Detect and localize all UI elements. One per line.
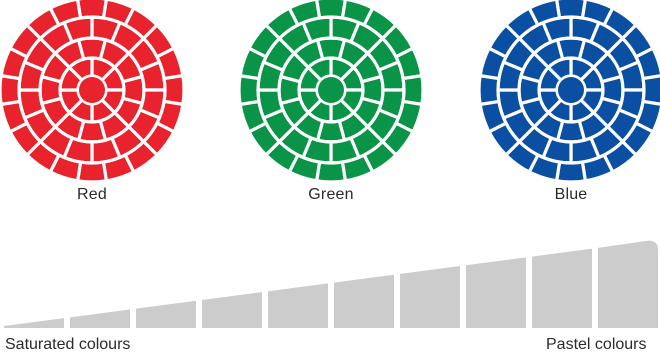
wheel-label-red: Red bbox=[77, 186, 107, 203]
wheel-tile bbox=[555, 160, 587, 184]
colour-wheel-red bbox=[0, 0, 186, 184]
wheel-tile bbox=[76, 160, 108, 184]
pastel-colours-label: Pastel colours bbox=[546, 336, 647, 353]
scale-segment bbox=[202, 292, 262, 328]
colour-wheel-blue bbox=[477, 0, 660, 184]
wheel-center bbox=[558, 77, 584, 103]
wheel-tile bbox=[162, 74, 186, 106]
scale-segment bbox=[334, 274, 394, 328]
wheel-tile bbox=[0, 74, 22, 106]
wheel-tile bbox=[401, 74, 425, 106]
wheel-center bbox=[79, 77, 105, 103]
wheel-tile bbox=[315, 36, 347, 61]
scale-segment bbox=[4, 318, 64, 328]
wheel-tile bbox=[76, 0, 108, 20]
wheel-tile bbox=[315, 0, 347, 20]
scale-segment bbox=[136, 300, 196, 328]
scale-segment bbox=[70, 309, 130, 328]
scale-segment bbox=[268, 283, 328, 328]
wheel-center bbox=[318, 77, 344, 103]
wheel-tile bbox=[237, 74, 261, 106]
wheel-tile bbox=[315, 160, 347, 184]
scale-segment bbox=[466, 257, 526, 328]
wheel-label-green: Green bbox=[308, 186, 354, 203]
saturation-scale bbox=[4, 240, 658, 328]
scale-segment bbox=[400, 266, 460, 328]
scale-segment bbox=[532, 248, 592, 328]
wheel-label-blue: Blue bbox=[554, 186, 588, 203]
scale-segment bbox=[598, 240, 658, 328]
saturated-colours-label: Saturated colours bbox=[5, 336, 131, 353]
wheel-tile bbox=[76, 36, 108, 61]
colour-wheel-green bbox=[237, 0, 425, 184]
wheel-tile bbox=[555, 0, 587, 20]
wheel-tile bbox=[477, 74, 501, 106]
wheel-tile bbox=[641, 74, 660, 106]
wheel-tile bbox=[555, 36, 587, 61]
